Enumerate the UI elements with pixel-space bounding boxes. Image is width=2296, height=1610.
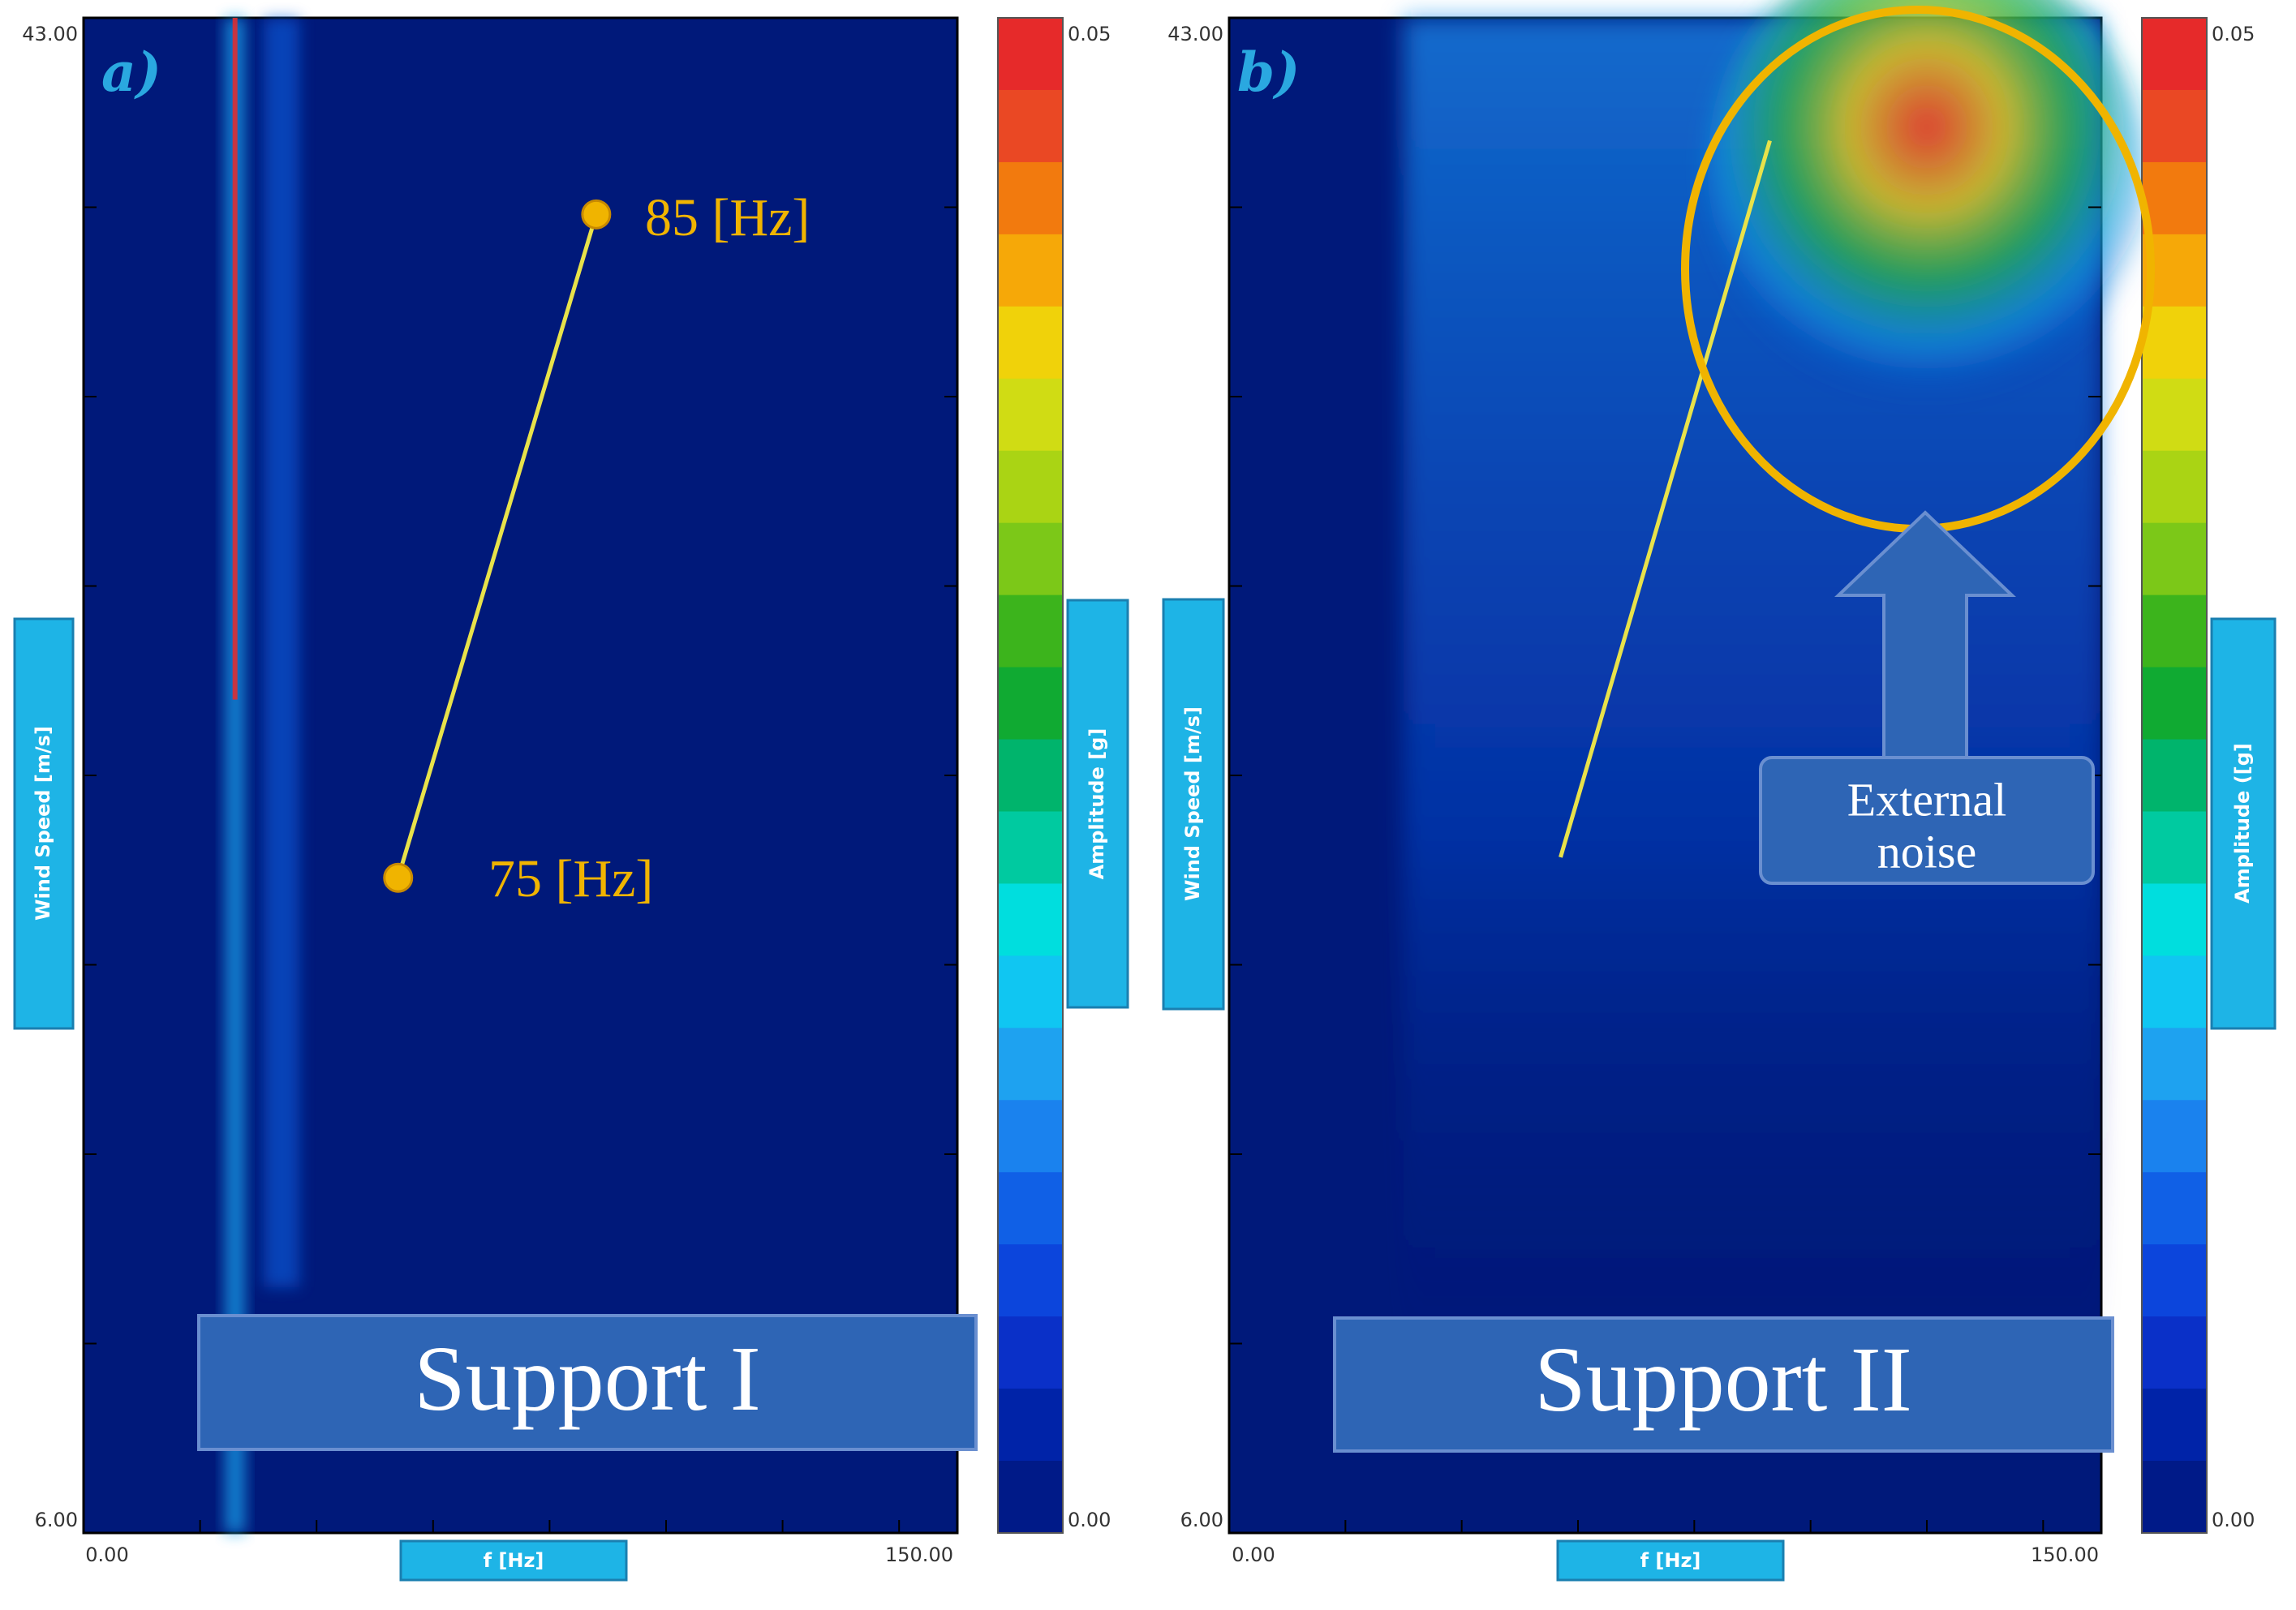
svg-text:Support I: Support I (414, 1327, 761, 1430)
colorbar-step-a (998, 1100, 1063, 1173)
annotation-line-b (1559, 140, 1772, 858)
colorbar-step-a (998, 18, 1063, 91)
y-tick-bottom-a: 6.00 (35, 1509, 78, 1531)
svg-text:Amplitude ([g]: Amplitude ([g] (2231, 743, 2254, 904)
colorbar-label-a: Amplitude [g] (1066, 599, 1129, 1009)
title-box-b: Support II (1333, 1316, 2114, 1453)
colorbar-step-b (2142, 450, 2207, 524)
colorbar-min-b: 0.00 (2212, 1509, 2255, 1531)
colorbar-step-b (2142, 378, 2207, 452)
svg-text:Support II: Support II (1534, 1328, 1911, 1431)
callout-line-1: External (1847, 773, 2006, 826)
panel-label-b: b) (1237, 41, 1300, 104)
heatmap-peak-a (232, 18, 238, 700)
colorbar-step-b (2142, 1316, 2207, 1389)
colorbar-step-a (998, 1389, 1063, 1462)
y-tick-top-b: 43.00 (1167, 23, 1223, 45)
colorbar-step-b (2142, 595, 2207, 668)
annotation-marker-85hz (581, 199, 612, 230)
colorbar-step-b (2142, 522, 2207, 596)
colorbar-step-b (2142, 1244, 2207, 1317)
x-axis-label-b: f [Hz] (1556, 1539, 1785, 1582)
colorbar-max-a: 0.05 (1068, 23, 1111, 45)
panel-b: b) 43.00 6.00 0.00 150.00 Wind Speed [m/… (1162, 0, 2277, 1582)
colorbar-step-a (998, 89, 1063, 163)
colorbar-step-b (2142, 1100, 2207, 1173)
external-noise-highlight: External noise (1681, 6, 2155, 885)
colorbar-step-a (998, 1172, 1063, 1245)
x-tick-right-a: 150.00 (885, 1543, 953, 1566)
colorbar-min-a: 0.00 (1068, 1509, 1111, 1531)
colorbar-step-a (998, 450, 1063, 524)
heatmap-band-a (264, 18, 300, 1288)
colorbar-step-a (998, 883, 1063, 956)
annotation-label-75hz: 75 [Hz] (488, 849, 653, 908)
callout-box (1759, 756, 2095, 885)
colorbar-frame-b (2141, 17, 2208, 1534)
colorbar-step-a (998, 667, 1063, 741)
colorbar-step-b (2142, 1172, 2207, 1245)
annotation-line-a: 85 [Hz] 75 [Hz] (383, 188, 810, 908)
colorbar-step-b (2142, 883, 2207, 956)
y-axis-label-a: Wind Speed [m/s] (13, 617, 75, 1030)
colorbar-step-a (998, 306, 1063, 380)
y-tick-bottom-b: 6.00 (1180, 1509, 1223, 1531)
svg-text:f [Hz]: f [Hz] (484, 1549, 544, 1572)
colorbar-step-b (2142, 811, 2207, 885)
svg-text:f [Hz]: f [Hz] (1640, 1549, 1701, 1572)
colorbar-step-b (2142, 955, 2207, 1028)
y-tick-top-a: 43.00 (22, 23, 78, 45)
tick-marks-b (1229, 206, 2101, 1533)
x-tick-left-a: 0.00 (85, 1543, 128, 1566)
x-tick-right-b: 150.00 (2031, 1543, 2099, 1566)
colorbar-step-a (998, 1028, 1063, 1101)
colorbar-step-a (998, 1316, 1063, 1389)
colorbar-step-a (998, 1461, 1063, 1534)
colorbar-frame-a (997, 17, 1064, 1534)
colorbar-step-a (998, 955, 1063, 1028)
colorbar-step-a (998, 378, 1063, 452)
colorbar-step-b (2142, 18, 2207, 91)
colorbar-max-b: 0.05 (2212, 23, 2255, 45)
colorbar-step-a (998, 595, 1063, 668)
callout-line-2: noise (1877, 825, 1976, 878)
colorbar-step-a (998, 161, 1063, 235)
colorbar-step-b (2142, 739, 2207, 813)
panel-a: a) 43.00 6.00 0.00 150.00 Wind Speed [m/… (13, 16, 1129, 1582)
title-box-a: Support I (197, 1314, 978, 1451)
colorbar-step-a (998, 811, 1063, 885)
colorbar-step-a (998, 234, 1063, 307)
colorbar-b (2141, 17, 2208, 1534)
colorbar-step-b (2142, 667, 2207, 741)
heatmap-a (225, 18, 300, 1533)
annotation-label-85hz: 85 [Hz] (645, 188, 810, 247)
heatmap-b (1404, 0, 2146, 1370)
colorbar-step-b (2142, 161, 2207, 235)
svg-text:Amplitude [g]: Amplitude [g] (1086, 728, 1108, 880)
plot-area-a (82, 16, 959, 1535)
colorbar-step-a (998, 739, 1063, 813)
x-tick-left-b: 0.00 (1232, 1543, 1275, 1566)
colorbar-step-b (2142, 1461, 2207, 1534)
svg-text:Wind Speed [m/s]: Wind Speed [m/s] (32, 726, 54, 921)
panel-label-a: a) (101, 41, 161, 104)
tick-marks-a (84, 206, 957, 1533)
annotation-marker-75hz (383, 862, 414, 893)
colorbar-step-b (2142, 306, 2207, 380)
heatmap-hotspot-b (1708, 0, 2146, 401)
colorbar-step-b (2142, 89, 2207, 163)
colorbar-step-a (998, 1244, 1063, 1317)
colorbar-step-a (998, 522, 1063, 596)
svg-text:Wind Speed [m/s]: Wind Speed [m/s] (1181, 706, 1204, 901)
x-axis-label-a: f [Hz] (399, 1539, 628, 1582)
y-axis-label-b: Wind Speed [m/s] (1162, 598, 1225, 1011)
colorbar-label-b: Amplitude ([g] (2210, 617, 2277, 1030)
colorbar-step-b (2142, 1028, 2207, 1101)
colorbar-step-b (2142, 1389, 2207, 1462)
colorbar-a (997, 17, 1064, 1534)
